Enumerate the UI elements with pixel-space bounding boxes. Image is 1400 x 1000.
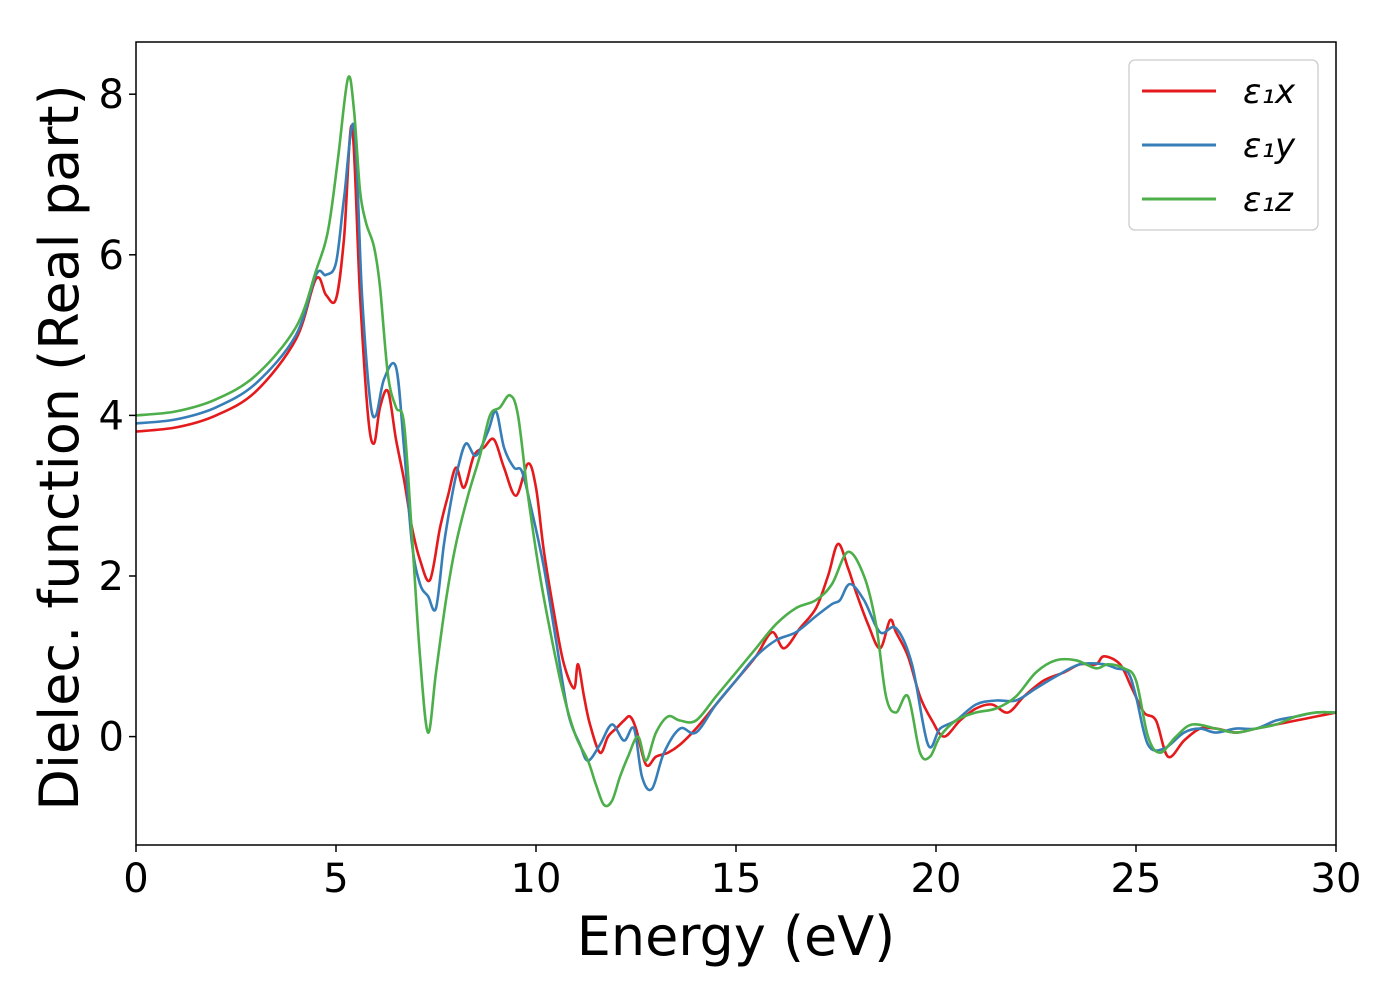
legend-label: ε₁z xyxy=(1243,180,1294,220)
x-tick-label: 10 xyxy=(511,856,562,902)
y-tick-label: 4 xyxy=(99,393,124,439)
y-tick-label: 2 xyxy=(99,554,124,600)
x-tick-label: 0 xyxy=(123,856,148,902)
y-tick-label: 6 xyxy=(99,233,124,279)
series-line-3 xyxy=(136,75,1336,808)
legend-box xyxy=(1128,59,1319,231)
y-tick-label: 0 xyxy=(99,715,124,761)
y-axis: 0 2 4 6 8 xyxy=(99,72,136,761)
x-tick-label: 25 xyxy=(1111,856,1162,902)
legend-label: ε₁x xyxy=(1243,72,1296,112)
x-tick-label: 30 xyxy=(1311,856,1362,902)
x-tick-label: 5 xyxy=(323,856,348,902)
series-layer xyxy=(136,75,1336,808)
x-axis: 0 5 10 15 20 25 30 xyxy=(123,845,1361,902)
y-axis-label: Dielec. function (Real part) xyxy=(28,84,91,810)
legend: ε₁x ε₁y ε₁z xyxy=(1128,59,1319,231)
y-tick-label: 8 xyxy=(99,72,124,118)
x-tick-label: 15 xyxy=(711,856,762,902)
x-tick-label: 20 xyxy=(911,856,962,902)
legend-label: ε₁y xyxy=(1243,126,1296,166)
x-axis-label: Energy (eV) xyxy=(577,905,896,968)
